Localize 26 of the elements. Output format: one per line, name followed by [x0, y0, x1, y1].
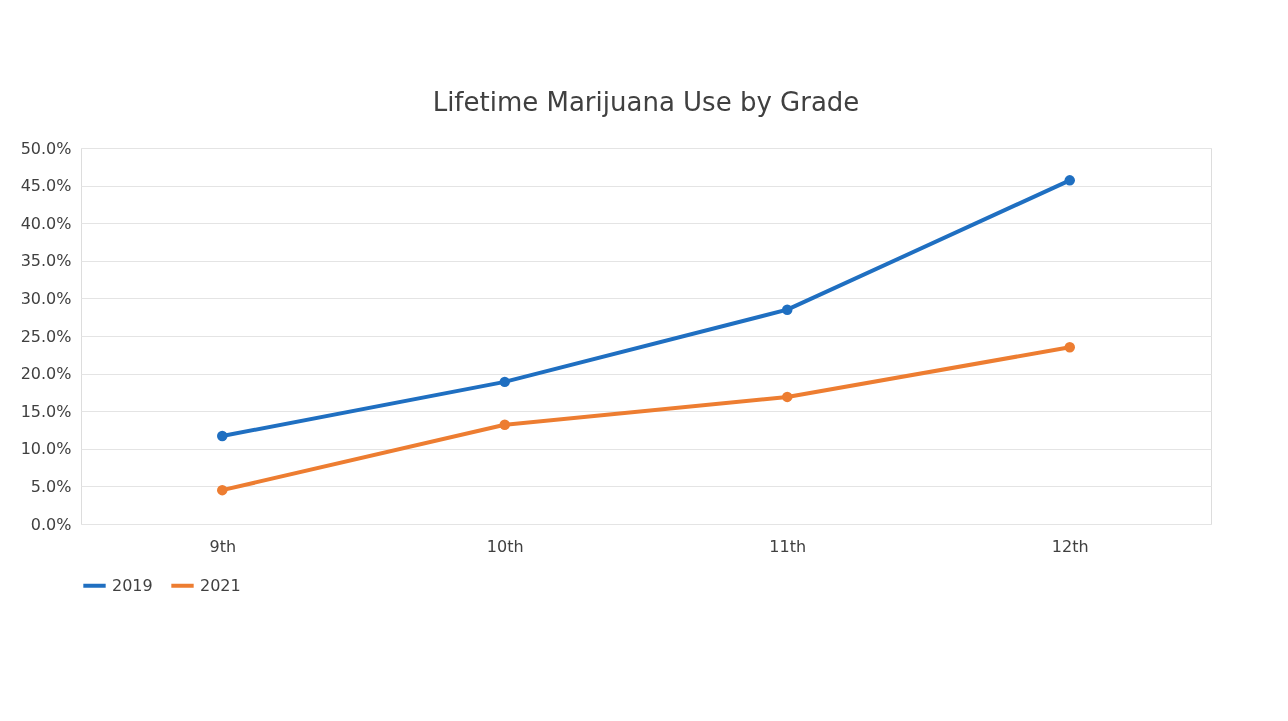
x-tick-label: 12th: [1051, 536, 1089, 556]
x-tick-label: 10th: [486, 536, 524, 556]
point: [1064, 342, 1075, 353]
chart-title: Lifetime Marijuana Use by Grade: [432, 87, 860, 117]
point: [499, 376, 510, 388]
point: [1064, 175, 1075, 186]
y-tick-label: 30.0%: [20, 288, 72, 308]
y-tick-label: 15.0%: [20, 401, 72, 421]
point: [217, 430, 228, 442]
x-tick-label: 11th: [769, 536, 807, 556]
legend-label: 2019: [112, 575, 153, 595]
y-tick-label: 0.0%: [30, 514, 72, 534]
y-tick-label: 5.0%: [30, 476, 72, 496]
y-tick-label: 20.0%: [20, 364, 72, 384]
y-tick-label: 40.0%: [20, 213, 72, 233]
point: [782, 304, 793, 315]
point: [217, 484, 228, 496]
legend-label: 2021: [200, 575, 241, 595]
y-tick-label: 10.0%: [20, 439, 72, 459]
y-tick-label: 50.0%: [20, 138, 72, 158]
y-tick-label: 25.0%: [20, 326, 72, 346]
y-tick-label: 45.0%: [20, 176, 72, 196]
x-tick-label: 9th: [209, 536, 237, 556]
point: [499, 419, 510, 430]
point: [782, 391, 793, 403]
y-tick-label: 35.0%: [20, 251, 72, 271]
